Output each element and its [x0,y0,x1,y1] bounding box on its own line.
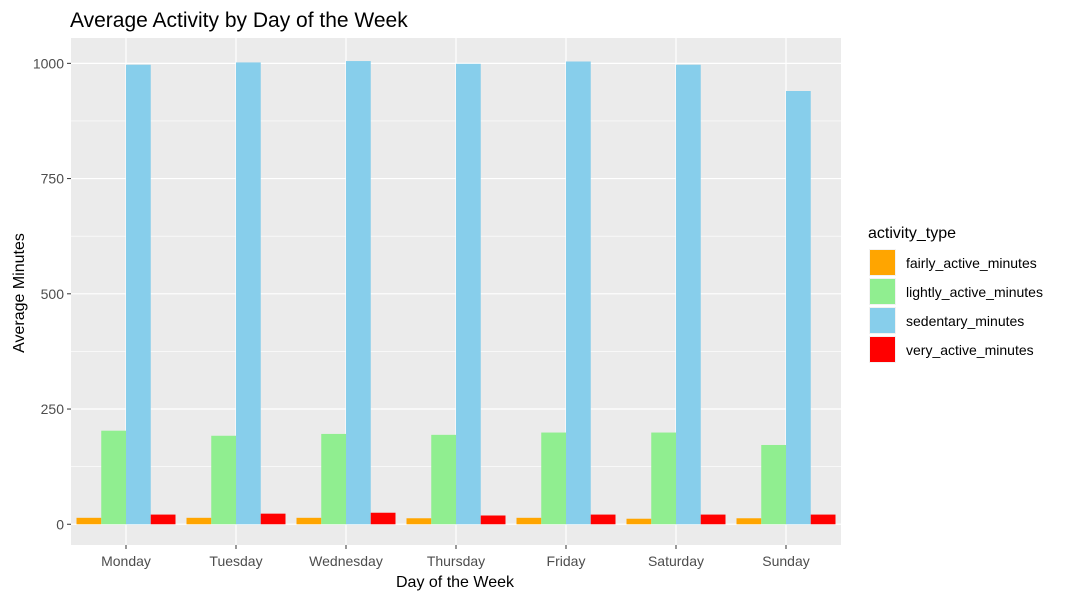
y-tick-label: 1000 [33,55,64,71]
bar-fairly_active_minutes-wednesday [296,517,322,525]
bars [76,61,836,525]
legend-key-very_active_minutes [870,337,895,362]
bar-very_active_minutes-sunday [810,514,836,525]
bar-very_active_minutes-wednesday [370,512,396,525]
bar-very_active_minutes-thursday [480,515,506,525]
bar-lightly_active_minutes-saturday [651,432,676,525]
x-tick-label: Thursday [427,553,485,569]
bar-fairly_active_minutes-monday [76,517,102,525]
y-tick-label: 0 [56,516,64,532]
bar-fairly_active_minutes-friday [516,517,542,525]
y-tick-label: 500 [41,286,65,302]
bar-very_active_minutes-monday [150,514,176,525]
bar-sedentary_minutes-friday [566,61,591,525]
y-tick-label: 250 [41,401,65,417]
legend-key-lightly_active_minutes [870,279,895,304]
y-tick-label: 750 [41,171,65,187]
x-tick-label: Saturday [648,553,704,569]
x-tick-label: Friday [547,553,586,569]
bar-sedentary_minutes-wednesday [346,61,371,525]
bar-very_active_minutes-saturday [700,514,726,525]
chart-title: Average Activity by Day of the Week [70,9,408,32]
bar-sedentary_minutes-tuesday [236,62,261,525]
x-tick-label: Sunday [762,553,809,569]
bar-very_active_minutes-tuesday [260,513,286,525]
bar-sedentary_minutes-sunday [786,91,811,525]
legend-label-fairly_active_minutes: fairly_active_minutes [906,255,1037,271]
x-axis-title: Day of the Week [396,574,515,591]
legend-key-fairly_active_minutes [870,250,895,275]
legend-label-very_active_minutes: very_active_minutes [906,342,1034,358]
bar-sedentary_minutes-thursday [456,63,481,525]
y-axis: 0 250 500 750 1000 [33,55,71,532]
bar-lightly_active_minutes-friday [541,432,566,525]
x-tick-label: Tuesday [209,553,262,569]
legend-label-sedentary_minutes: sedentary_minutes [906,313,1024,329]
bar-lightly_active_minutes-monday [101,430,126,525]
bar-sedentary_minutes-monday [126,64,151,525]
legend-title: activity_type [868,225,956,242]
y-axis-title: Average Minutes [11,233,28,353]
x-axis: Monday Tuesday Wednesday Thursday Friday Satu… [101,545,810,569]
bar-lightly_active_minutes-wednesday [321,433,346,525]
legend-key-sedentary_minutes [870,308,895,333]
bar-fairly_active_minutes-sunday [736,518,762,525]
legend-label-lightly_active_minutes: lightly_active_minutes [906,284,1043,300]
bar-very_active_minutes-friday [590,514,616,525]
bar-fairly_active_minutes-thursday [406,518,432,525]
bar-sedentary_minutes-saturday [676,64,701,525]
bar-fairly_active_minutes-saturday [626,518,652,525]
bar-lightly_active_minutes-sunday [761,444,786,525]
bar-fairly_active_minutes-tuesday [186,517,212,525]
legend: activity_type fairly_active_minuteslight… [868,225,1043,363]
x-tick-label: Monday [101,553,151,569]
bar-lightly_active_minutes-thursday [431,434,456,525]
x-tick-label: Wednesday [309,553,383,569]
bar-lightly_active_minutes-tuesday [211,435,236,525]
